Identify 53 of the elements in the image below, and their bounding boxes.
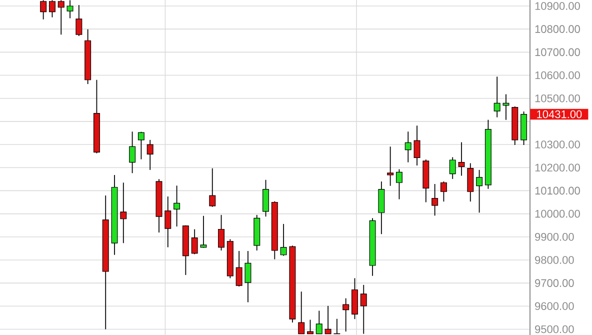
candlestick [494,76,500,118]
candlestick [396,168,402,200]
candlestick [48,0,56,18]
candlestick [262,179,269,218]
candlestick [209,168,216,208]
candlestick [342,298,350,332]
candlestick [76,4,82,36]
candlestick [191,228,198,255]
candlestick [432,184,438,216]
candlestick [174,185,180,227]
y-tick-label: 9800.00 [535,256,574,264]
candlestick [467,162,474,202]
y-tick-label: 9600.00 [535,302,574,310]
candlestick [236,250,242,287]
candlestick [280,224,287,256]
candlestick [458,142,465,176]
candlestick [404,131,412,163]
candlestick [244,250,252,303]
candlestick [129,131,136,174]
candlestick [387,146,394,186]
candlestick [66,0,74,19]
candlestick [200,215,207,248]
y-tick-label: 10200.00 [535,164,580,172]
candlestick [440,181,447,202]
candlestick [449,156,456,180]
candlestick [378,181,385,235]
candlestick [218,214,225,251]
y-tick-label: 9500.00 [535,325,574,334]
y-tick-label: 10600.00 [535,71,580,80]
candlestick [58,0,64,36]
y-tick-label: 10500.00 [535,94,580,102]
candlestick [360,284,367,334]
candlestick [120,182,127,244]
candlestick [40,0,47,20]
candlestick [307,319,314,334]
candlestick [298,291,305,334]
y-tick-label: 9900.00 [535,232,574,241]
candlestick [164,196,172,248]
candlestick [138,131,144,160]
y-tick-label: 10300.00 [535,140,580,148]
candlestick [324,305,332,334]
y-tick-label: 10100.00 [535,186,580,195]
candlestick [476,169,483,214]
y-tick-label: 10000.00 [535,210,580,218]
y-tick-label: 10800.00 [535,25,580,33]
y-tick-label: 10900.00 [535,2,580,10]
candlestick [146,139,154,170]
candlestick [316,310,322,334]
y-tick-label: 10700.00 [535,48,580,56]
y-tick-label: 9700.00 [535,279,574,287]
text: 10431.00 [537,110,582,118]
candlestick [414,125,420,166]
candlestick [502,94,510,120]
